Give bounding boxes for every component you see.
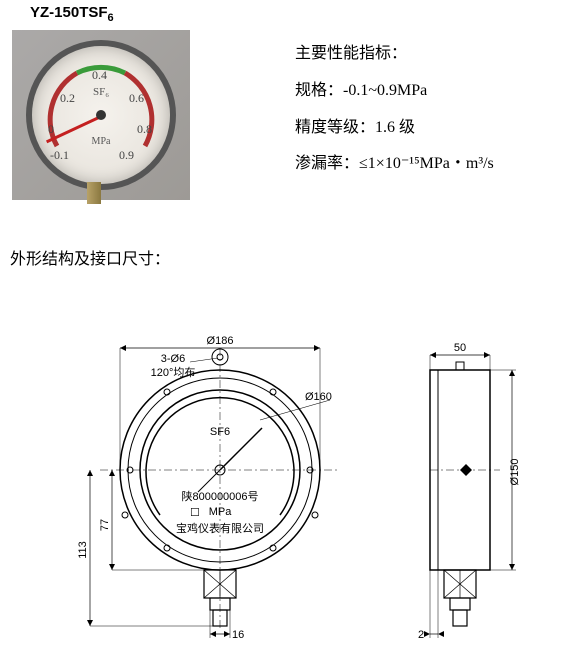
spec-value: -0.1~0.9MPa — [343, 82, 427, 99]
gauge-sf6-label: SF₆ — [93, 86, 109, 98]
model-title: YZ-150TSF6 — [30, 4, 114, 24]
model-suffix: 6 — [108, 12, 114, 24]
dim-edge-gap: 2 — [418, 629, 424, 640]
cc-mark: ☐ — [190, 507, 200, 519]
spec-label: 规格： — [295, 82, 343, 99]
gauge-stem — [87, 182, 101, 204]
dim-inner-dia: Ø160 — [305, 391, 332, 403]
dim-stem-width: 16 — [232, 629, 244, 640]
gauge-dial: 0.2 0.4 0.6 0.8 0 0.9 -0.1 SF₆ MPa — [26, 40, 176, 190]
gauge-unit-label: MPa — [92, 136, 111, 147]
spec-label: 渗漏率： — [295, 155, 359, 172]
gauge-tick: 0.8 — [137, 122, 152, 137]
dial-brand2: 宝鸡仪表有限公司 — [176, 521, 264, 535]
spec-row: 渗漏率：≤1×10⁻¹⁵MPa・m³/s — [295, 146, 494, 183]
model-prefix: YZ-150TSF — [30, 4, 108, 21]
gauge-photo: 0.2 0.4 0.6 0.8 0 0.9 -0.1 SF₆ MPa — [12, 30, 190, 200]
section-heading: 外形结构及接口尺寸： — [10, 245, 170, 269]
dial-brand1: 陕800000006号 — [181, 489, 258, 503]
spec-heading: 主要性能指标： — [295, 36, 494, 73]
dim-depth: 50 — [454, 342, 466, 354]
dim-distribution: 120°均布 — [151, 366, 196, 379]
dial-unit: MPa — [209, 506, 233, 518]
gauge-tick: 0.6 — [129, 91, 144, 106]
gauge-tick: -0.1 — [50, 148, 69, 163]
gauge-tick: 0.9 — [119, 148, 134, 163]
spec-value: 1.6 级 — [375, 119, 415, 136]
spec-row: 规格：-0.1~0.9MPa — [295, 73, 494, 110]
gauge-center-pin — [96, 110, 106, 120]
dial-sf6: SF6 — [210, 426, 230, 438]
dim-height-full: 113 — [77, 541, 89, 559]
gauge-tick: 0 — [48, 122, 54, 137]
gauge-tick: 0.2 — [60, 91, 75, 106]
spec-value: ≤1×10⁻¹⁵MPa・m³/s — [359, 155, 494, 172]
gauge-tick: 0.4 — [92, 68, 107, 83]
dim-side-dia: Ø150 — [509, 459, 521, 486]
technical-drawing: SF6 陕800000006号 MPa 宝鸡仪表有限公司 ☐ Ø186 3-Ø6… — [70, 300, 550, 640]
dim-height-center: 77 — [99, 519, 111, 531]
spec-label: 精度等级： — [295, 119, 375, 136]
dim-outer-dia: Ø186 — [207, 335, 234, 347]
dim-holes: 3-Ø6 — [161, 353, 185, 365]
spec-row: 精度等级：1.6 级 — [295, 110, 494, 147]
spec-block: 主要性能指标： 规格：-0.1~0.9MPa 精度等级：1.6 级 渗漏率：≤1… — [295, 36, 494, 183]
